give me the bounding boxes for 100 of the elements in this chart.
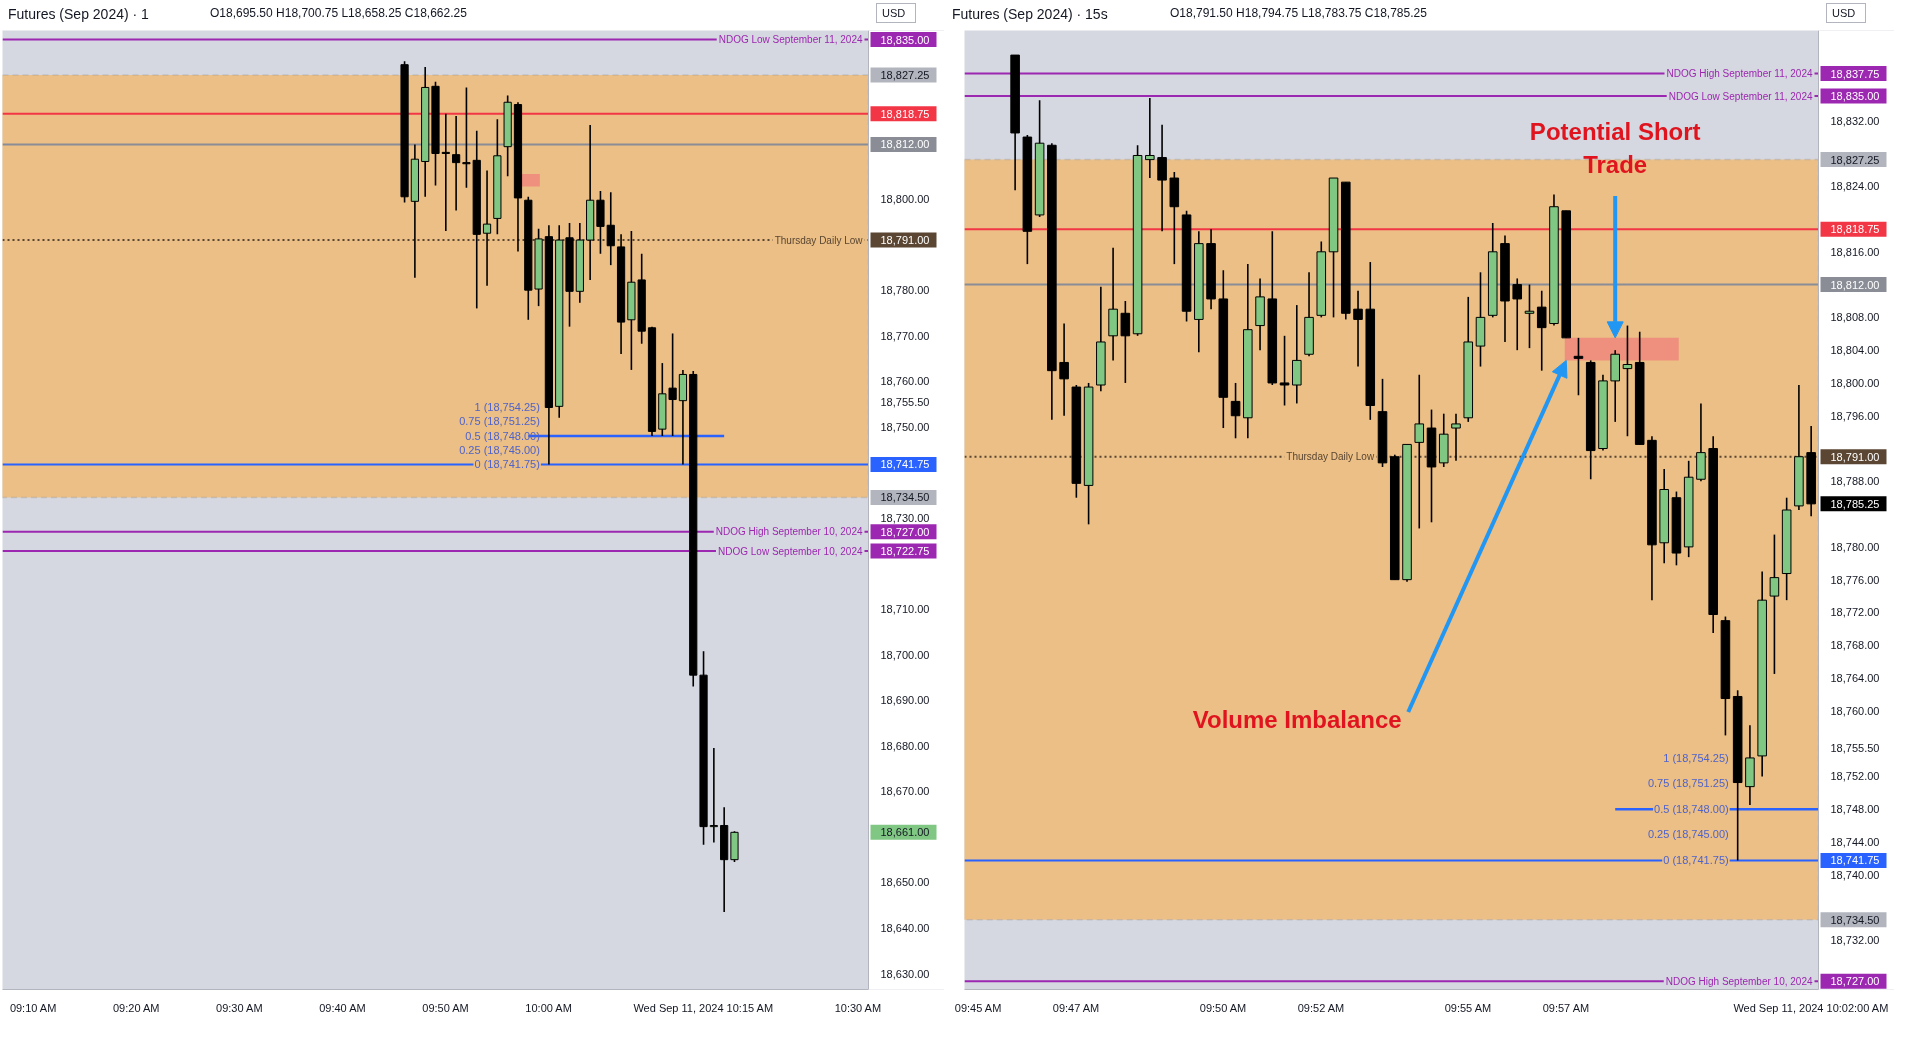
- y-tick-label: 18,741.75: [880, 458, 930, 471]
- y-tick-label: 18,791.00: [1830, 450, 1880, 463]
- y-axis-title: USD: [882, 6, 906, 21]
- candlestick: [709, 747, 718, 844]
- candlestick: [1769, 533, 1780, 675]
- chart-title: Futures (Sep 2024) · 15s: [952, 5, 1108, 24]
- y-tick-label: 18,732.00: [1830, 934, 1880, 947]
- chart-subtitle: O18,791.50 H18,794.75 L18,783.75 C18,785.25: [1170, 5, 1427, 22]
- y-tick-label: 18,812.00: [1830, 278, 1880, 291]
- annotation: 0.25 (18,745.00): [1647, 827, 1729, 840]
- candlestick: [1279, 335, 1290, 407]
- candlestick: [1536, 289, 1547, 372]
- candlestick: [1524, 283, 1535, 349]
- x-tick-label: Wed Sep 11, 2024 10:02:00 AM: [1733, 1001, 1889, 1014]
- y-tick-label: 18,734.50: [880, 491, 930, 504]
- y-tick-label: 18,690.00: [880, 694, 930, 707]
- ref-line-label: NDOG High September 10, 2024: [1665, 975, 1813, 987]
- y-tick-label: 18,827.25: [1830, 153, 1880, 166]
- y-tick-label: 18,752.00: [1830, 770, 1880, 783]
- x-tick-label: 10:30 AM: [834, 1001, 882, 1014]
- x-tick-label: 09:10 AM: [9, 1001, 57, 1014]
- y-tick-label: 18,827.25: [880, 68, 930, 81]
- annotation: 0.25 (18,745.00): [459, 443, 540, 456]
- x-tick-label: Wed Sep 11, 2024 10:15 AM: [633, 1001, 774, 1014]
- y-tick-label: 18,700.00: [880, 648, 930, 661]
- y-tick-label: 18,730.00: [880, 511, 930, 524]
- y-tick-label: 18,748.00: [1830, 803, 1880, 816]
- y-tick-label: 18,835.00: [1830, 90, 1880, 103]
- y-tick-label: 18,818.75: [1830, 223, 1880, 236]
- y-tick-label: 18,727.00: [1830, 975, 1880, 988]
- candlestick: [1512, 277, 1523, 351]
- y-tick-label: 18,835.00: [880, 33, 930, 46]
- x-tick-label: 09:40 AM: [319, 1001, 366, 1014]
- y-tick-label: 18,816.00: [1830, 245, 1880, 258]
- annotation: Potential Short Trade: [1529, 118, 1701, 178]
- y-tick-label: 18,727.00: [880, 525, 930, 538]
- y-tick-label: 18,760.00: [1830, 704, 1880, 717]
- y-axis-title: USD: [1832, 6, 1856, 21]
- x-tick-label: 09:52 AM: [1297, 1001, 1345, 1014]
- candlestick: [1230, 382, 1241, 440]
- y-tick-label: 18,710.00: [880, 603, 930, 616]
- candlestick: [452, 115, 461, 212]
- x-tick-label: 09:57 AM: [1542, 1001, 1590, 1014]
- ref-line-label: Thursday Daily Low: [1286, 451, 1375, 463]
- y-tick-label: 18,770.00: [880, 329, 930, 342]
- candlestick: [606, 191, 615, 266]
- annotation: 1 (18,754.25): [1663, 751, 1729, 764]
- candlestick: [1120, 300, 1131, 384]
- y-tick-label: 18,788.00: [1830, 475, 1880, 488]
- y-tick-label: 18,780.00: [1830, 540, 1880, 553]
- annotation: 0.5 (18,748.00): [1654, 803, 1729, 816]
- x-tick-label: 10:00 AM: [525, 1001, 572, 1014]
- y-tick-label: 18,640.00: [880, 922, 930, 934]
- candlestick: [1622, 324, 1633, 438]
- y-tick-label: 18,755.50: [1830, 741, 1880, 754]
- annotation: 0.75 (18,751.25): [1647, 776, 1729, 789]
- chart-title: Futures (Sep 2024) · 1: [8, 5, 149, 24]
- y-tick-label: 18,772.00: [1830, 606, 1880, 619]
- chart-subtitle: O18,695.50 H18,700.75 L18,658.25 C18,662.25: [210, 5, 467, 22]
- ref-line-label: NDOG High September 10, 2024: [715, 526, 863, 538]
- y-tick-label: 18,804.00: [1830, 344, 1880, 357]
- y-tick-label: 18,661.00: [880, 826, 930, 839]
- ref-line-label: NDOG Low September 11, 2024: [718, 34, 863, 46]
- candlestick: [441, 112, 450, 232]
- x-tick-label: 09:20 AM: [112, 1001, 160, 1014]
- y-tick-label: 18,768.00: [1830, 639, 1880, 652]
- annotation: 0.75 (18,751.25): [459, 415, 540, 428]
- x-tick-label: 09:50 AM: [422, 1001, 469, 1014]
- y-tick-label: 18,791.00: [880, 234, 930, 247]
- y-tick-label: 18,796.00: [1830, 409, 1880, 422]
- candlestick: [1353, 289, 1363, 368]
- y-tick-label: 18,785.25: [1830, 497, 1880, 510]
- ref-line-label: Thursday Daily Low: [774, 234, 864, 246]
- y-tick-label: 18,755.50: [880, 395, 930, 408]
- candlestick: [1573, 337, 1584, 397]
- y-tick-label: 18,800.00: [1830, 376, 1880, 389]
- y-tick-label: 18,780.00: [880, 284, 930, 297]
- x-tick-label: 09:30 AM: [216, 1001, 263, 1014]
- y-tick-label: 18,740.00: [1830, 868, 1880, 881]
- ref-line-label: NDOG High September 11, 2024: [1666, 68, 1813, 80]
- candlestick: [1414, 373, 1425, 530]
- y-tick-label: 18,832.00: [1830, 114, 1880, 127]
- y-tick-label: 18,670.00: [880, 785, 930, 798]
- y-tick-label: 18,741.75: [1830, 854, 1880, 867]
- y-tick-label: 18,818.75: [880, 107, 930, 120]
- y-tick-label: 18,734.50: [1830, 913, 1880, 926]
- candlestick: [1145, 97, 1155, 179]
- candlestick: [1157, 123, 1167, 233]
- x-tick-label: 09:45 AM: [954, 1001, 1002, 1014]
- annotation: 1 (18,754.25): [474, 401, 540, 414]
- candlestick: [1059, 322, 1069, 417]
- x-tick-label: 09:50 AM: [1199, 1001, 1247, 1014]
- y-tick-label: 18,650.00: [880, 876, 930, 889]
- y-tick-label: 18,800.00: [880, 193, 930, 206]
- y-tick-label: 18,764.00: [1830, 672, 1880, 685]
- candlestick: [1451, 412, 1461, 462]
- y-tick-label: 18,630.00: [880, 967, 930, 980]
- y-tick-label: 18,750.00: [880, 420, 930, 433]
- ref-line-label: NDOG Low September 11, 2024: [1668, 90, 1813, 102]
- x-tick-label: 09:47 AM: [1052, 1001, 1100, 1014]
